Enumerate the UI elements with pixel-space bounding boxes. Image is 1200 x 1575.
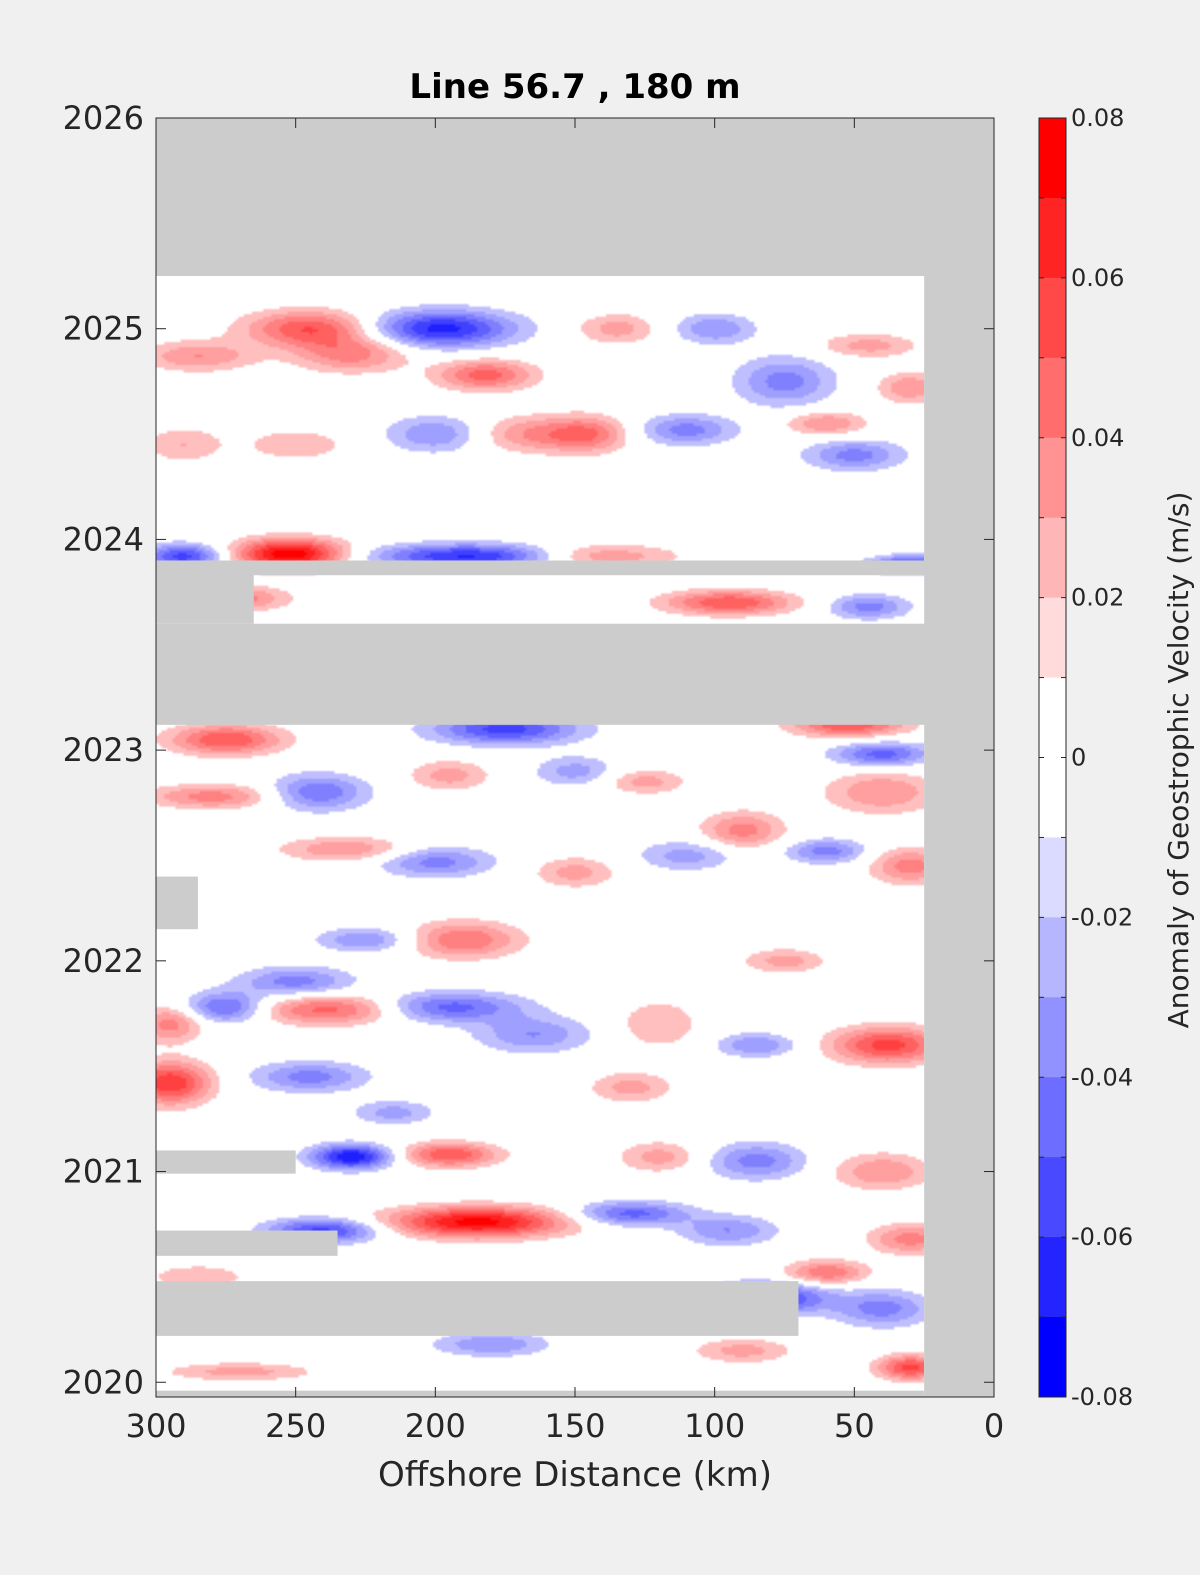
y-tick-label: 2021 [63,1153,144,1191]
nodata-region [156,571,254,624]
nodata-region [156,1230,338,1256]
colorbar-segment [1039,1077,1066,1158]
x-tick-label: 100 [684,1407,745,1445]
nodata-region [156,1150,296,1174]
x-tick-label: 300 [125,1407,186,1445]
nodata-region [156,876,198,930]
colorbar-label: Anomaly of Geostrophic Velocity (m/s) [1162,492,1195,1029]
colorbar-tick-label: -0.08 [1071,1383,1133,1411]
y-tick-label: 2024 [63,520,144,558]
colorbar-segment [1039,357,1066,439]
y-tick-label: 2022 [63,942,144,980]
colorbar-tick-label: -0.06 [1071,1223,1133,1251]
x-tick-label: 200 [405,1407,466,1445]
colorbar-segment [1039,997,1066,1078]
colorbar-tick-label: 0.02 [1071,584,1124,612]
colorbar-segment [1039,1157,1066,1238]
nodata-region [156,118,994,277]
nodata-region [156,623,994,725]
colorbar-segment [1039,118,1066,199]
colorbar-tick-label: 0 [1071,744,1086,772]
y-tick-label: 2025 [63,310,144,348]
colorbar-tick-label: -0.04 [1071,1063,1133,1091]
colorbar: 0.08 0.06 0.04 0.02 0 -0.02 -0.04 -0.06 -0.08 [1038,104,1133,1411]
colorbar-tick-label: -0.02 [1071,903,1133,931]
colorbar-segment [1039,757,1066,838]
colorbar-segment [1039,597,1066,679]
y-tick-label: 2020 [63,1363,144,1401]
y-tick-label: 2026 [63,99,144,137]
plot-frame [155,117,995,1398]
colorbar-frame [1038,117,1067,1398]
colorbar-segment [1039,1317,1066,1398]
nodata-region [156,560,994,576]
nodata-mask [156,118,994,1397]
nodata-region [156,1281,799,1336]
chart-title: Line 56.7 , 180 m [409,67,740,107]
x-tick-label: 250 [265,1407,326,1445]
colorbar-segment [1039,1237,1066,1318]
x-tick-label: 0 [984,1407,1004,1445]
colorbar-segment [1039,197,1066,279]
nodata-region [156,1390,925,1397]
colorbar-segment [1039,277,1066,359]
heatmap-field [156,276,925,1393]
heatmap-image [156,276,925,1393]
colorbar-segment [1039,437,1066,519]
colorbar-segment [1039,837,1066,918]
colorbar-segment [1039,917,1066,998]
colorbar-segment [1039,517,1066,599]
y-tick-label: 2023 [63,731,144,769]
colorbar-tick-label: 0.08 [1071,104,1124,132]
colorbar-tick-label: 0.06 [1071,264,1124,292]
axes: 300 250 200 150 100 50 0 2020 2021 2022 2023 2024 20… [63,99,1005,1445]
x-tick-label: 150 [544,1407,605,1445]
x-tick-label: 50 [834,1407,875,1445]
colorbar-tick-label: 0.04 [1071,424,1124,452]
x-axis-label: Offshore Distance (km) [378,1455,772,1495]
nodata-region [924,118,994,1397]
colorbar-segment [1039,677,1066,758]
